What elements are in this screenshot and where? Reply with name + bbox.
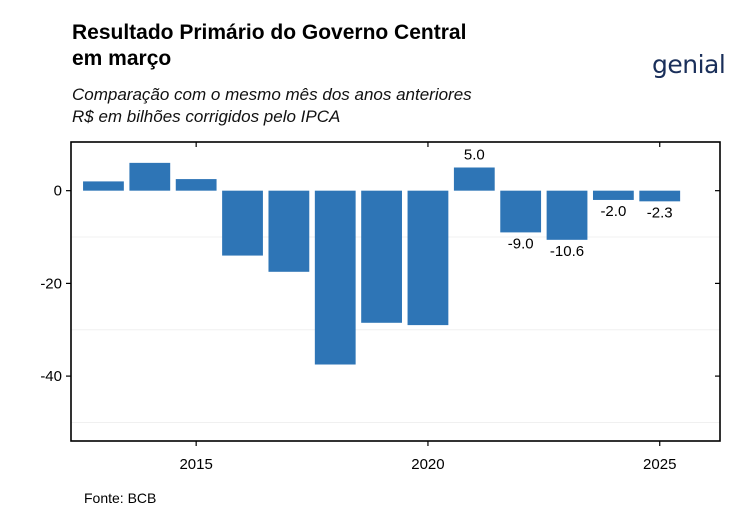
bar-2021 [453, 167, 495, 191]
bar-2022 [500, 190, 542, 233]
bar-2013 [83, 181, 124, 191]
bar-2019 [361, 190, 402, 323]
data-label-2021: 5.0 [464, 146, 485, 163]
data-label-2022: -9.0 [508, 235, 534, 252]
bar-2017 [268, 190, 310, 272]
x-tick-label: 2015 [179, 456, 212, 473]
source-note: Fonte: BCB [84, 490, 157, 506]
chart-title-line2: em março [72, 47, 172, 70]
bar-2020 [407, 190, 449, 326]
data-label-2023: -10.6 [550, 243, 584, 260]
chart-title: Resultado Primário do Governo Central em… [72, 20, 592, 72]
bar-2023 [546, 190, 588, 240]
plot-frame [70, 141, 721, 442]
data-label-2025: -2.3 [647, 204, 673, 221]
logo-text: genial [652, 50, 726, 79]
chart-title-line1: Resultado Primário do Governo Central [72, 21, 467, 44]
data-label-2024: -2.0 [600, 203, 626, 220]
chart-subtitle-line2: R$ em bilhões corrigidos pelo IPCA [72, 107, 341, 126]
x-tick-label: 2025 [643, 456, 676, 473]
y-tick-label: -40 [40, 368, 62, 385]
bar-2014 [129, 162, 171, 191]
bar-2015 [175, 179, 217, 191]
y-tick-label: -20 [40, 275, 62, 292]
genial-logo: genial [652, 50, 726, 79]
bar-2018 [314, 190, 356, 365]
bar-2025 [639, 190, 681, 202]
bar-2016 [222, 190, 263, 256]
chart-subtitle-line1: Comparação com o mesmo mês dos anos ante… [72, 85, 472, 104]
x-tick-label: 2020 [411, 456, 444, 473]
chart-subtitle: Comparação com o mesmo mês dos anos ante… [72, 84, 632, 128]
y-tick-label: 0 [54, 183, 62, 200]
bar-2024 [592, 190, 634, 200]
